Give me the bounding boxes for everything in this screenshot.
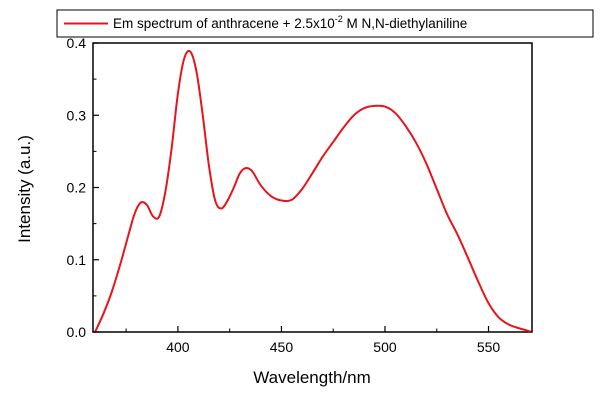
y-axis-ticks: 0.0 0.1 0.2 0.3 0.4 bbox=[67, 35, 99, 340]
y-tick-label: 0.0 bbox=[67, 324, 87, 340]
x-axis-title: Wavelength/nm bbox=[253, 368, 370, 387]
legend: Em spectrum of anthracene + 2.5x10-2 M N… bbox=[56, 9, 594, 38]
x-tick-label: 450 bbox=[270, 339, 294, 355]
x-tick-label: 400 bbox=[166, 339, 190, 355]
y-tick-label: 0.4 bbox=[67, 35, 87, 51]
legend-label: Em spectrum of anthracene + 2.5x10-2 M N… bbox=[113, 14, 467, 31]
x-tick-label: 550 bbox=[477, 339, 501, 355]
legend-label-suffix: M N,N-diethylaniline bbox=[343, 16, 468, 31]
legend-label-main: Em spectrum of anthracene + 2.5x10 bbox=[113, 16, 335, 31]
y-tick-label: 0.3 bbox=[67, 107, 87, 123]
y-tick-label: 0.1 bbox=[67, 252, 87, 268]
x-axis-ticks: 400 450 500 550 bbox=[125, 326, 501, 355]
series-line bbox=[94, 49, 531, 333]
y-axis-title: Intensity (a.u.) bbox=[15, 135, 34, 243]
legend-box bbox=[56, 9, 594, 38]
y-tick-label: 0.2 bbox=[67, 180, 87, 196]
plot-frame bbox=[92, 42, 533, 333]
legend-label-superscript: -2 bbox=[335, 14, 343, 24]
x-tick-label: 500 bbox=[373, 339, 397, 355]
